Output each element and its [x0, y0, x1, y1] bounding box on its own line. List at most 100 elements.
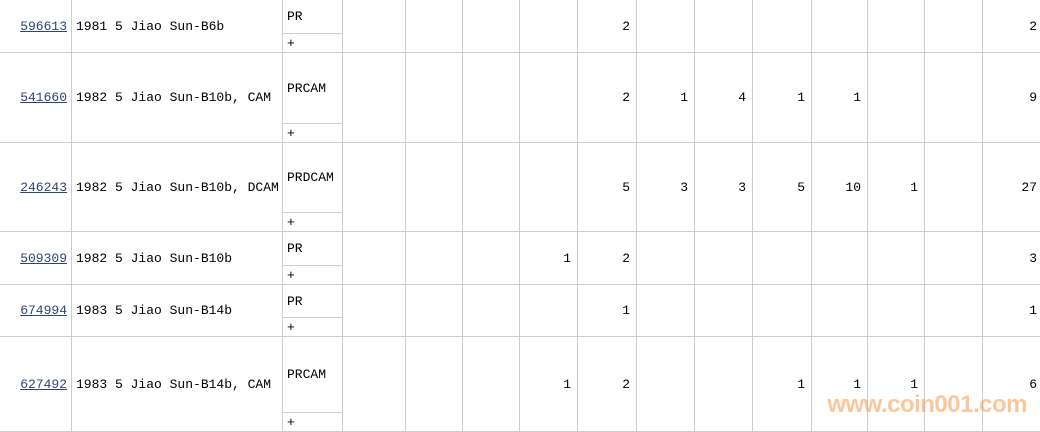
plus-designation: +: [283, 265, 342, 284]
count-cell: 1: [812, 337, 868, 431]
count-cell: 1: [753, 53, 812, 142]
count-cell: [695, 337, 753, 431]
cert-number-link[interactable]: 627492: [20, 376, 67, 392]
coin-description: 1982 5 Jiao Sun-B10b: [72, 232, 283, 284]
total-count-cell: 3: [1029, 250, 1037, 266]
total-count-cell: 2: [1029, 18, 1037, 34]
count-cell: [637, 232, 695, 284]
grade-cell: PR +: [283, 0, 343, 52]
count-cell: [812, 285, 868, 336]
grade-cell: PR +: [283, 232, 343, 284]
grade-label: PR: [287, 293, 303, 309]
total-count-cell: 6: [1029, 376, 1037, 392]
grade-cell: PRCAM +: [283, 337, 343, 431]
table-row: 627492 1983 5 Jiao Sun-B14b, CAM PRCAM +…: [0, 337, 1040, 432]
cert-cell: 674994: [0, 285, 72, 336]
count-cell: 2: [578, 337, 637, 431]
total-count-cell: 1: [1029, 303, 1037, 318]
plus-designation: +: [283, 317, 342, 336]
count-cell: 1: [868, 143, 925, 231]
count-cell: 5: [753, 143, 812, 231]
count-cell: [925, 143, 983, 231]
count-cell: 3: [695, 143, 753, 231]
count-cell: [406, 53, 463, 142]
count-cell: 1: [578, 285, 637, 336]
coin-description: 1983 5 Jiao Sun-B14b, CAM: [72, 337, 283, 431]
count-cell: [925, 337, 983, 431]
plus-designation: +: [283, 212, 342, 231]
count-cell: 10: [812, 143, 868, 231]
count-cell: [343, 337, 406, 431]
cert-cell: 509309: [0, 232, 72, 284]
count-cell: [520, 53, 578, 142]
count-cell: [463, 143, 520, 231]
count-cell: [343, 285, 406, 336]
count-cell: [637, 337, 695, 431]
plus-designation: +: [283, 412, 342, 431]
cert-number-link[interactable]: 246243: [20, 179, 67, 195]
count-cell: [753, 285, 812, 336]
coin-description: 1981 5 Jiao Sun-B6b: [72, 0, 283, 52]
count-cell: 1: [637, 53, 695, 142]
cert-number-link[interactable]: 541660: [20, 90, 67, 105]
table-row: 674994 1983 5 Jiao Sun-B14b PR + 1 1: [0, 285, 1040, 337]
grade-label: PRCAM: [287, 80, 327, 96]
count-cell: [637, 285, 695, 336]
count-cell: 5: [578, 143, 637, 231]
count-cell: [925, 285, 983, 336]
plus-designation: +: [283, 33, 342, 52]
cert-number-link[interactable]: 674994: [20, 303, 67, 318]
cert-number-link[interactable]: 509309: [20, 250, 67, 266]
count-cell: [812, 232, 868, 284]
count-cell: 1: [868, 337, 925, 431]
total-count-cell: 27: [1021, 179, 1037, 195]
count-cell: 4: [695, 53, 753, 142]
count-cell: [406, 232, 463, 284]
table-row: 596613 1981 5 Jiao Sun-B6b PR + 2 2: [0, 0, 1040, 53]
cert-number-link[interactable]: 596613: [20, 18, 67, 34]
count-cell: [343, 143, 406, 231]
count-cell: [406, 285, 463, 336]
count-cell: [812, 0, 868, 52]
count-cell: [343, 53, 406, 142]
coin-description: 1983 5 Jiao Sun-B14b: [72, 285, 283, 336]
count-cell: [753, 232, 812, 284]
plus-designation: +: [283, 123, 342, 142]
coin-description: 1982 5 Jiao Sun-B10b, CAM: [72, 53, 283, 142]
count-cell: [925, 53, 983, 142]
total-count-cell: 9: [1029, 90, 1037, 105]
count-cell: 1: [812, 53, 868, 142]
count-cell: [868, 0, 925, 52]
grade-label: PR: [287, 241, 303, 256]
cert-cell: 596613: [0, 0, 72, 52]
count-cell: 1: [520, 232, 578, 284]
count-cell: [406, 0, 463, 52]
grade-label: PRCAM: [287, 367, 327, 382]
count-cell: [463, 0, 520, 52]
count-cell: [637, 0, 695, 52]
count-cell: 2: [578, 53, 637, 142]
count-cell: [695, 232, 753, 284]
count-cell: [463, 53, 520, 142]
count-cell: [695, 0, 753, 52]
count-cell: [520, 285, 578, 336]
count-cell: [695, 285, 753, 336]
count-cell: [463, 337, 520, 431]
table-row: 246243 1982 5 Jiao Sun-B10b, DCAM PRDCAM…: [0, 143, 1040, 232]
count-cell: [868, 232, 925, 284]
count-cell: [925, 0, 983, 52]
count-cell: [406, 143, 463, 231]
count-cell: 2: [578, 0, 637, 52]
count-cell: [868, 53, 925, 142]
grade-cell: PR +: [283, 285, 343, 336]
count-cell: 3: [637, 143, 695, 231]
count-cell: [925, 232, 983, 284]
count-cell: 1: [520, 337, 578, 431]
count-cell: [753, 0, 812, 52]
table-row: 541660 1982 5 Jiao Sun-B10b, CAM PRCAM +…: [0, 53, 1040, 143]
count-cell: [520, 0, 578, 52]
cert-cell: 541660: [0, 53, 72, 142]
